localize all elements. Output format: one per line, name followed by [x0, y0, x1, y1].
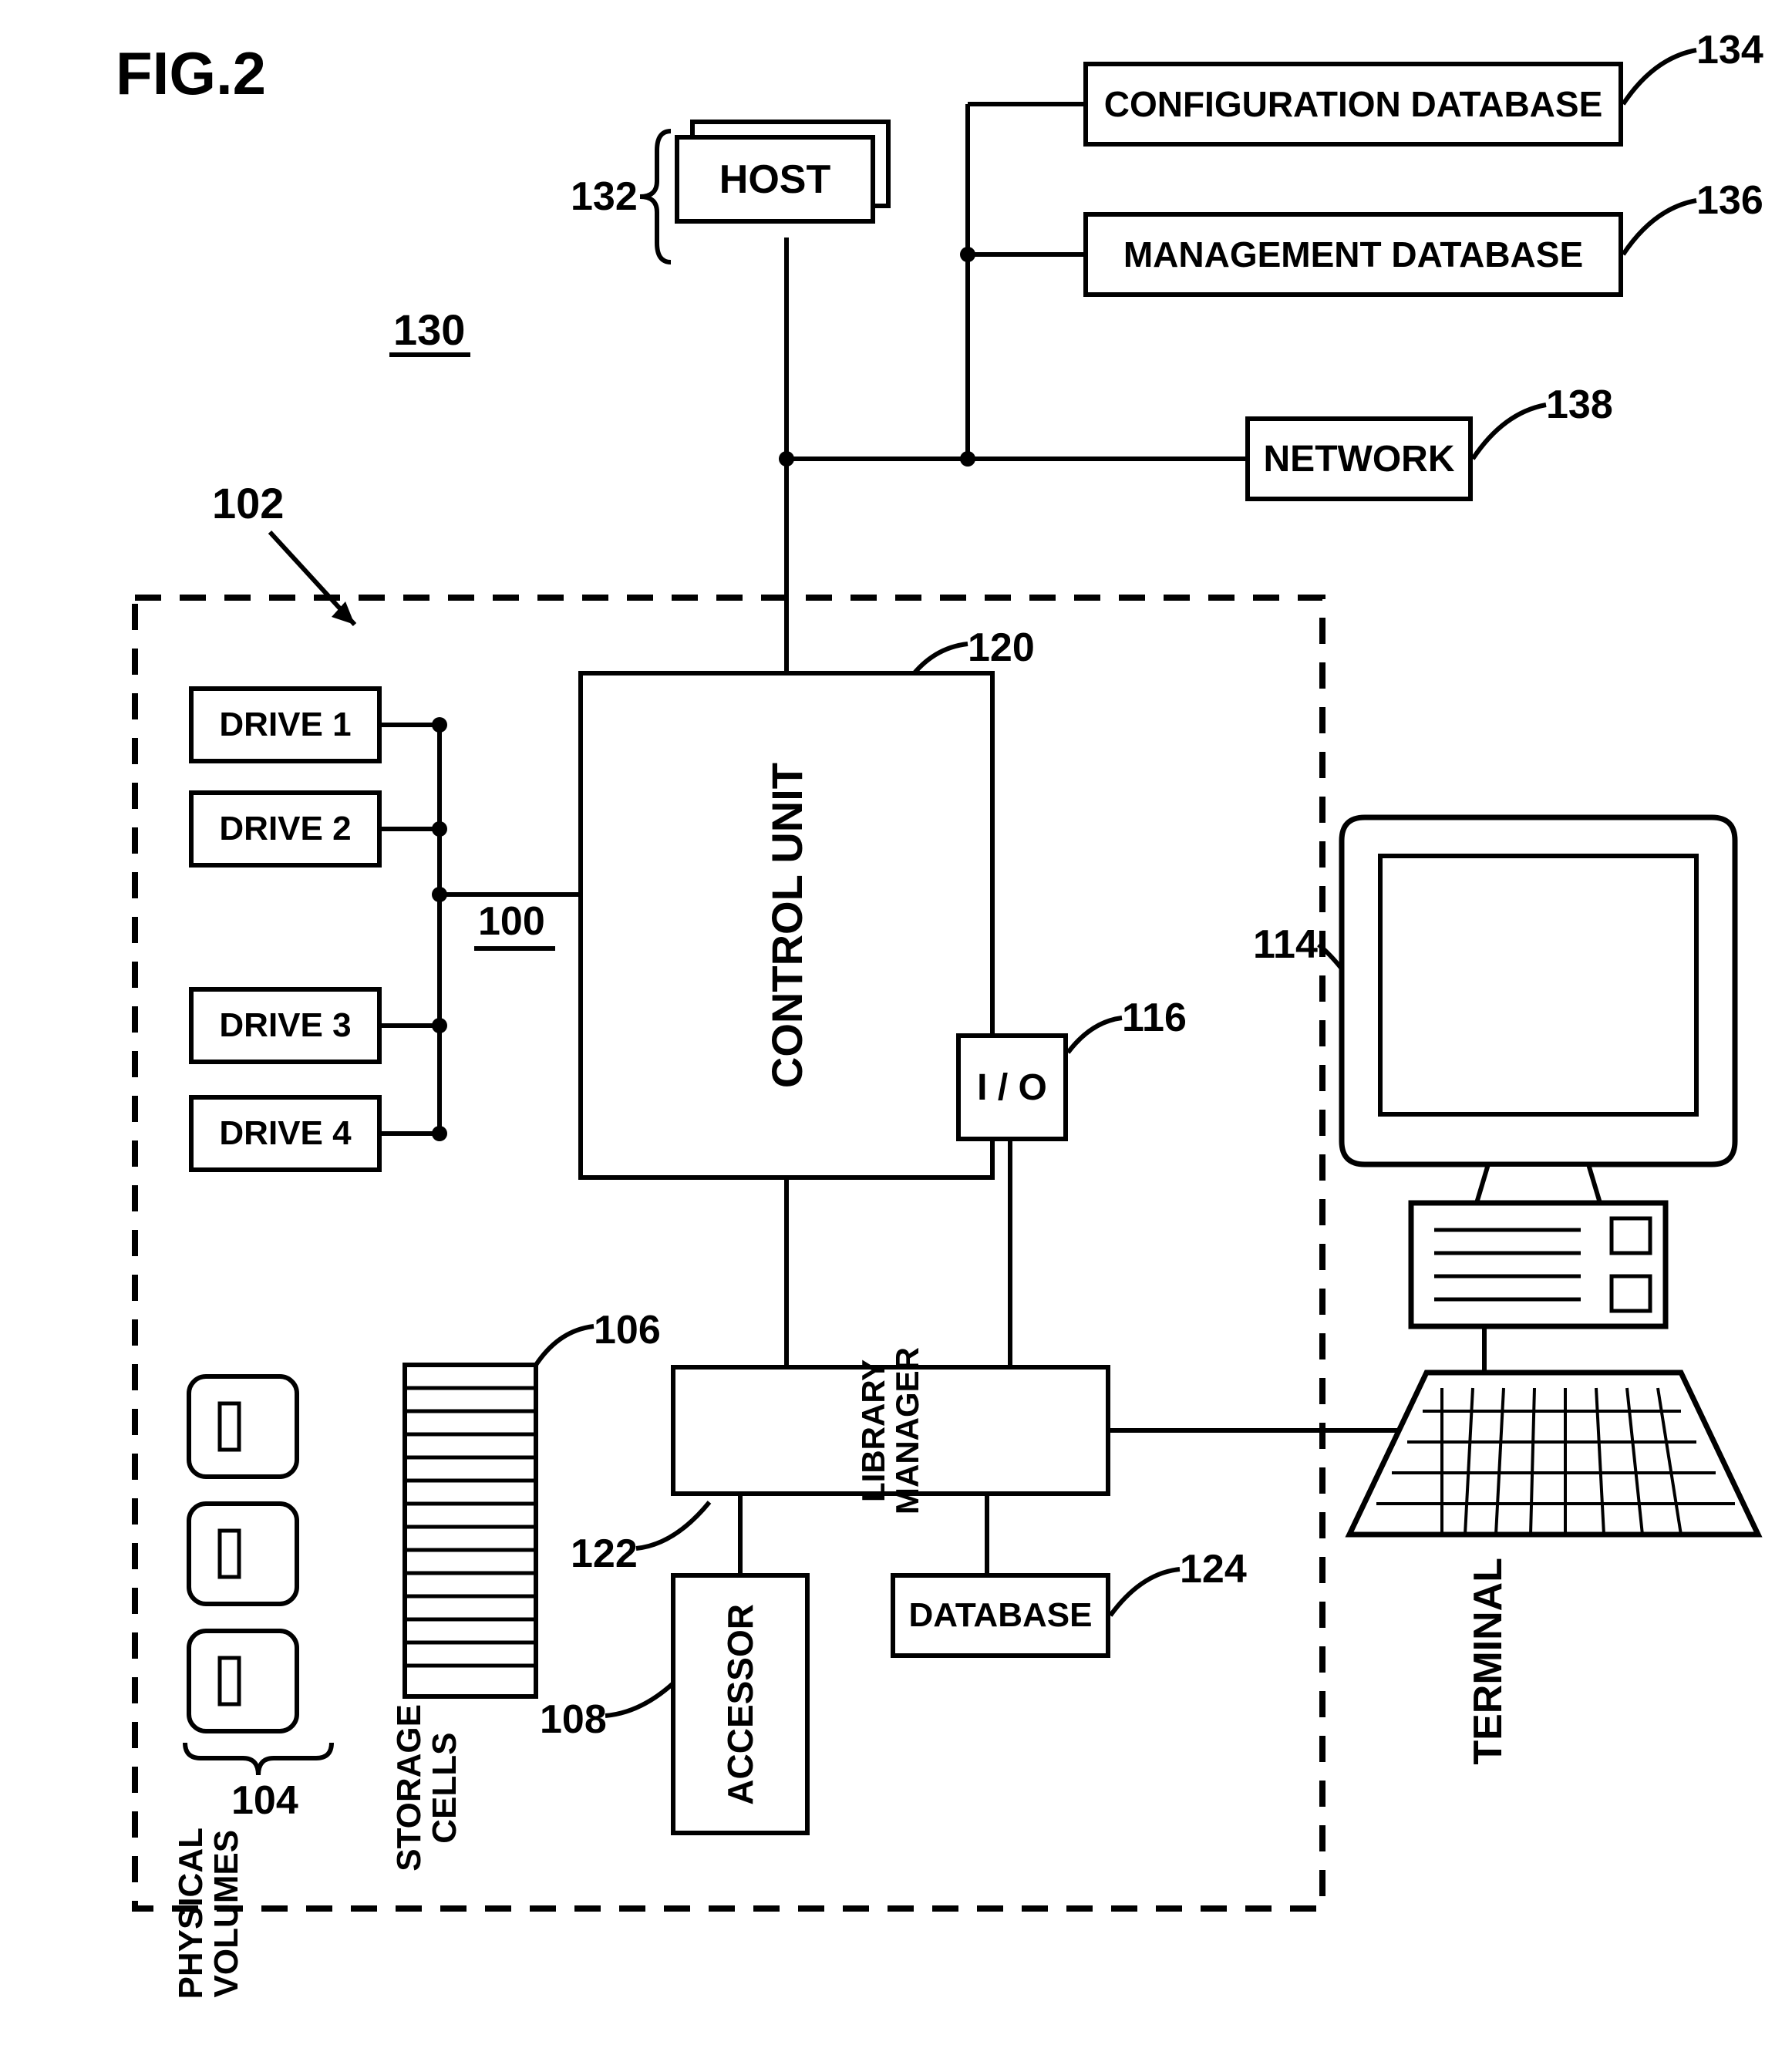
- ref-104: 104: [231, 1777, 298, 1824]
- storage-cells-label: STORAGE CELLS: [392, 1704, 463, 1872]
- ref-134: 134: [1696, 27, 1763, 73]
- ref-106: 106: [594, 1307, 661, 1353]
- control-unit-label: CONTROL UNIT: [762, 763, 812, 1088]
- ref-122: 122: [571, 1531, 638, 1577]
- accessor-box: ACCESSOR: [671, 1573, 810, 1835]
- host-label: HOST: [719, 157, 830, 203]
- ref-132: 132: [571, 174, 638, 220]
- physical-volumes-label: PHYSICAL VOLUMES: [173, 1828, 244, 1999]
- drive-1-box: DRIVE 1: [189, 686, 382, 763]
- database-box: DATABASE: [891, 1573, 1110, 1658]
- ref-100: 100: [478, 898, 545, 945]
- drive-4-label: DRIVE 4: [219, 1114, 351, 1153]
- ref-102: 102: [212, 478, 284, 528]
- storage-cells-icon: [405, 1365, 536, 1696]
- figure-title: FIG.2: [116, 39, 266, 109]
- ref-120: 120: [968, 625, 1035, 671]
- drive-2-box: DRIVE 2: [189, 790, 382, 868]
- ref-130: 130: [393, 305, 465, 355]
- ref-124: 124: [1180, 1546, 1247, 1592]
- physical-volumes-icon: [189, 1376, 297, 1731]
- config-db-label: CONFIGURATION DATABASE: [1104, 83, 1603, 125]
- config-db-box: CONFIGURATION DATABASE: [1083, 62, 1623, 147]
- drive-3-label: DRIVE 3: [219, 1006, 351, 1045]
- ref-116: 116: [1122, 995, 1187, 1041]
- io-box: I / O: [956, 1033, 1068, 1141]
- mgmt-db-label: MANAGEMENT DATABASE: [1123, 234, 1583, 275]
- database-label: DATABASE: [909, 1596, 1093, 1635]
- io-label: I / O: [977, 1066, 1047, 1109]
- drive-3-box: DRIVE 3: [189, 987, 382, 1064]
- network-box: NETWORK: [1245, 416, 1473, 501]
- ref-138: 138: [1546, 382, 1613, 428]
- ref-136: 136: [1696, 177, 1763, 224]
- terminal-icon: [1342, 817, 1758, 1535]
- network-label: NETWORK: [1264, 438, 1455, 480]
- ref-108: 108: [540, 1696, 607, 1743]
- host-box: HOST: [675, 135, 875, 224]
- mgmt-db-box: MANAGEMENT DATABASE: [1083, 212, 1623, 297]
- drive-1-label: DRIVE 1: [219, 706, 351, 744]
- drive-2-label: DRIVE 2: [219, 810, 351, 848]
- ref-114: 114: [1253, 921, 1318, 968]
- control-unit-box: CONTROL UNIT: [578, 671, 995, 1180]
- terminal-label: TERMINAL: [1465, 1558, 1511, 1765]
- lib-mgr-label: LIBRARY MANAGER: [857, 1347, 925, 1514]
- drive-4-box: DRIVE 4: [189, 1095, 382, 1172]
- lib-mgr-box: LIBRARY MANAGER: [671, 1365, 1110, 1496]
- accessor-label: ACCESSOR: [719, 1604, 761, 1805]
